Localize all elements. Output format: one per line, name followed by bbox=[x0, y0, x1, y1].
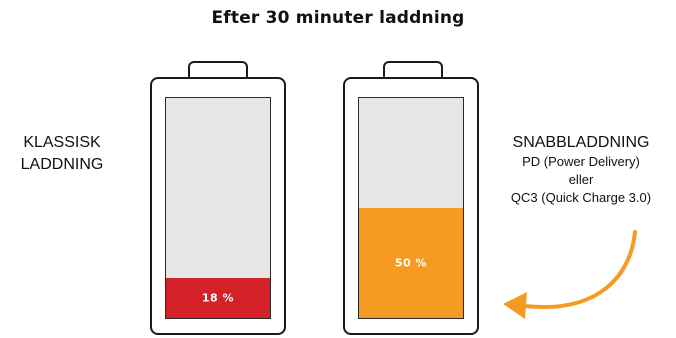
diagram-title: Efter 30 minuter laddning bbox=[211, 8, 465, 28]
curved-arrow-path bbox=[523, 230, 637, 310]
fast-charging-label-or: eller bbox=[568, 172, 594, 187]
classic-charging-label-line2: LADDNING bbox=[20, 156, 104, 173]
charge-label-fast: 50 % bbox=[394, 256, 428, 270]
fast-charging-label-pd: PD (Power Delivery) bbox=[522, 154, 640, 169]
battery-fill-classic: 18 % bbox=[166, 278, 270, 318]
battery-classic: 18 % bbox=[150, 77, 286, 335]
classic-charging-label-line1: KLASSISK bbox=[23, 134, 101, 151]
fast-charging-label-qc3: QC3 (Quick Charge 3.0) bbox=[510, 190, 652, 205]
battery-fast: 50 % bbox=[343, 77, 479, 335]
battery-fill-fast: 50 % bbox=[359, 208, 463, 318]
battery-cap-fast bbox=[383, 61, 443, 79]
fast-charging-label: SNABBLADDNING PD (Power Delivery) eller … bbox=[488, 133, 674, 207]
battery-well-fast: 50 % bbox=[358, 97, 464, 319]
charge-label-classic: 18 % bbox=[201, 291, 235, 305]
fast-charging-label-title: SNABBLADDNING bbox=[512, 134, 650, 151]
battery-cap-classic bbox=[188, 61, 248, 79]
battery-well-classic: 18 % bbox=[165, 97, 271, 319]
curved-arrow-icon bbox=[503, 230, 637, 319]
curved-arrow-head bbox=[503, 292, 527, 319]
classic-charging-label: KLASSISK LADDNING bbox=[6, 132, 118, 176]
